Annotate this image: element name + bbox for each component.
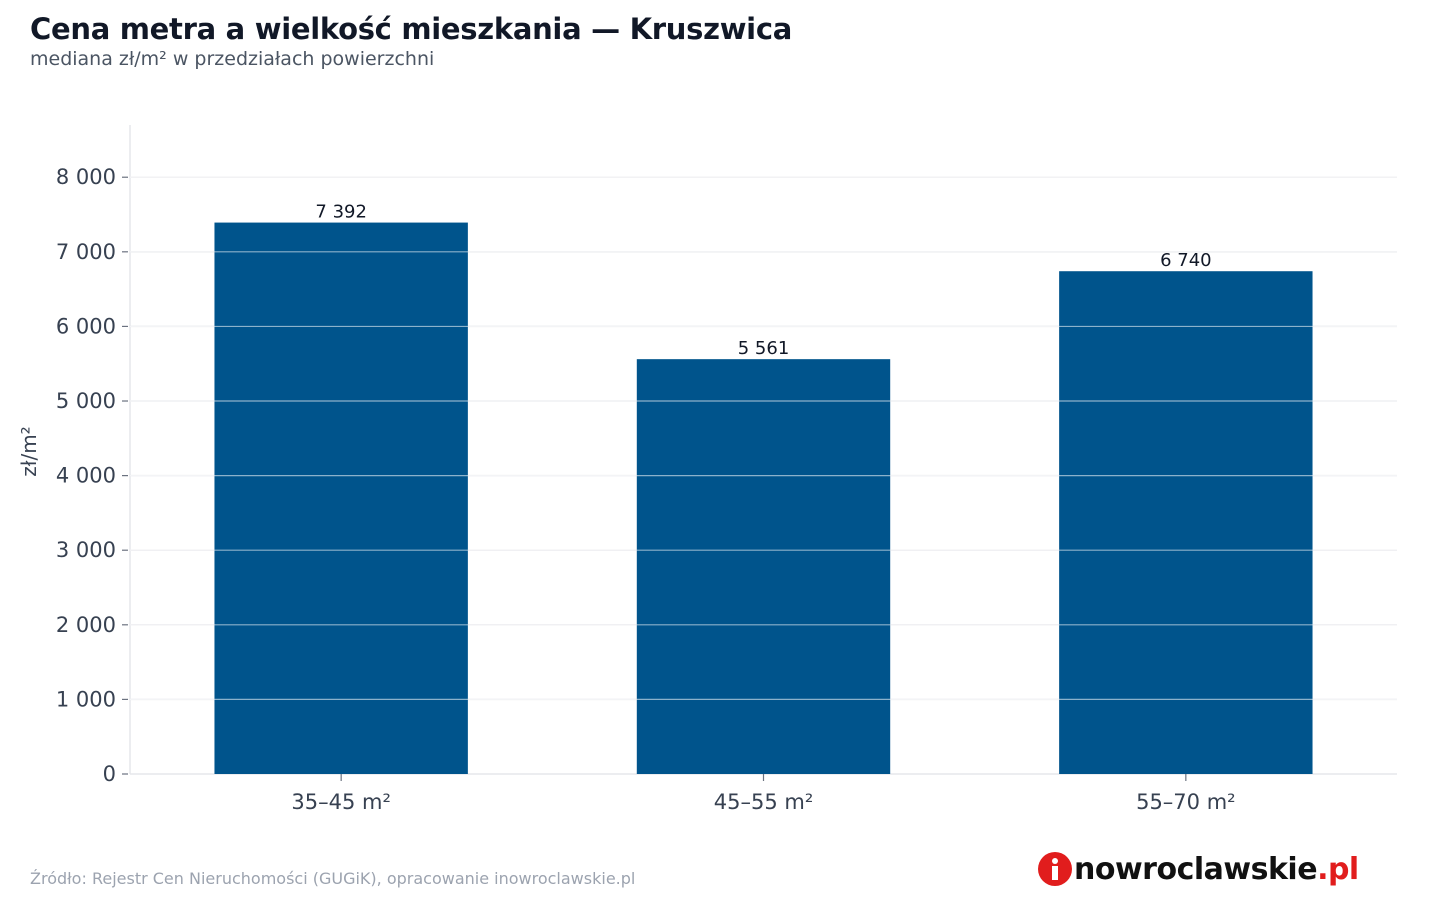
y-tick-label: 3 000: [56, 538, 116, 562]
y-tick-label: 7 000: [56, 240, 116, 264]
bar-chart: 0 1 000 2 000 3 000 4 000 5 000 6 000 7 000 8 00…: [17, 125, 1397, 814]
y-tick-label: 6 000: [56, 314, 116, 338]
x-tick-label: 55–70 m²: [1136, 790, 1236, 814]
publisher-logo[interactable]: nowroclawskie .pl: [1038, 848, 1359, 890]
gridlines-over-bars: [130, 176, 1397, 701]
y-tick-label: 0: [103, 762, 116, 786]
data-label: 6 740: [1160, 250, 1212, 271]
x-tick-label: 35–45 m²: [291, 790, 391, 814]
bars: [214, 222, 1313, 774]
y-tick-label: 1 000: [56, 687, 116, 711]
y-tick-label: 5 000: [56, 389, 116, 413]
y-tick-label: 8 000: [56, 165, 116, 189]
y-tick-label: 2 000: [56, 613, 116, 637]
data-label: 5 561: [738, 338, 790, 359]
y-axis-title: zł/m²: [17, 426, 41, 476]
chart-title: Cena metra a wielkość mieszkania — Krusz…: [30, 12, 792, 46]
logo-text: nowroclawskie: [1074, 851, 1318, 887]
logo-tld: .pl: [1317, 851, 1359, 887]
bar: [636, 359, 891, 774]
y-tick-label: 4 000: [56, 464, 116, 488]
x-tick-label: 45–55 m²: [714, 790, 814, 814]
data-labels: 7 392 5 561 6 740: [315, 202, 1211, 360]
chart-subtitle: mediana zł/m² w przedziałach powierzchni: [30, 48, 435, 70]
y-axis-ticks: 0 1 000 2 000 3 000 4 000 5 000 6 000 7 000 8 00…: [56, 165, 128, 786]
data-label: 7 392: [315, 202, 367, 223]
x-axis-ticks: 35–45 m² 45–55 m² 55–70 m²: [291, 774, 1236, 814]
info-dot-icon: [1038, 852, 1072, 886]
bar: [1059, 271, 1313, 774]
bar: [214, 222, 468, 774]
source-note: Źródło: Rejestr Cen Nieruchomości (GUGiK…: [30, 869, 636, 888]
